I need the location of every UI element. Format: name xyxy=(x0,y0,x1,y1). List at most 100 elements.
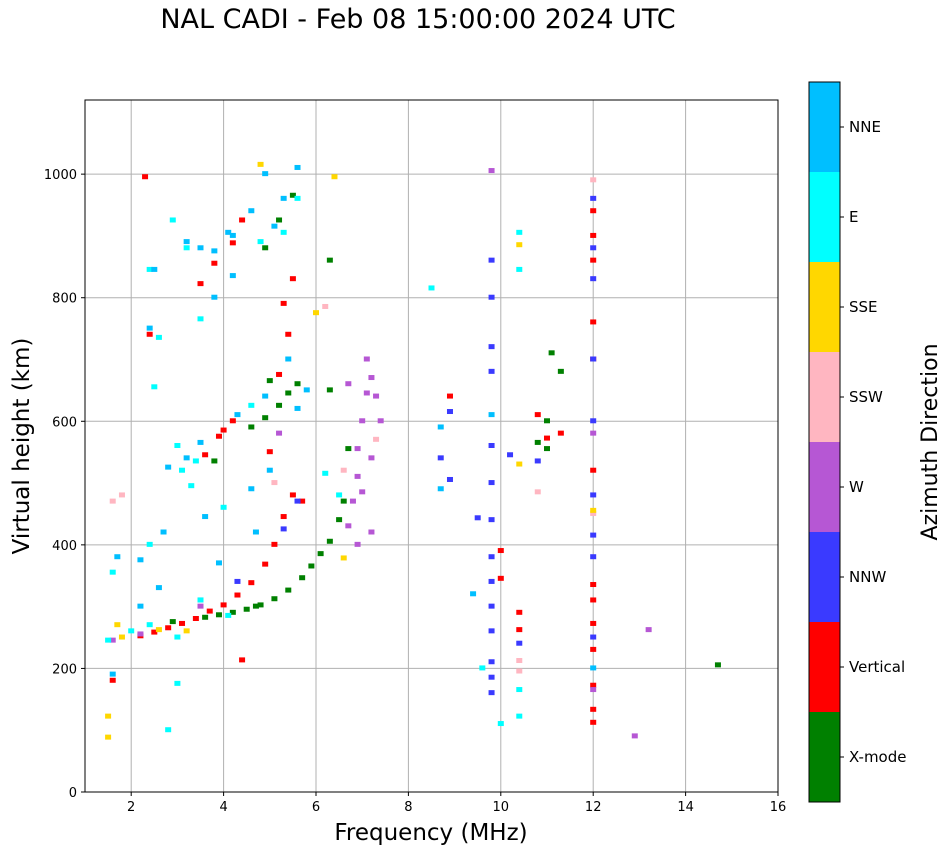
data-point-ssw xyxy=(534,489,541,495)
data-point-e xyxy=(479,665,486,671)
data-point-vertical xyxy=(446,393,453,399)
y-axis-ticks: 0 200 400 600 800 1000 xyxy=(44,168,85,801)
data-point-vertical xyxy=(497,548,504,554)
data-point-nne xyxy=(183,239,190,245)
data-point-vertical xyxy=(590,232,597,238)
data-point-x-mode xyxy=(544,418,550,424)
data-point-e xyxy=(225,612,232,618)
data-point-nne xyxy=(280,195,287,201)
data-point-e xyxy=(220,504,227,510)
data-point-sse xyxy=(516,242,523,248)
data-point-w xyxy=(354,446,361,452)
data-point-e xyxy=(280,229,287,235)
data-point-x-mode xyxy=(266,378,273,384)
data-point-nne xyxy=(262,171,269,177)
data-point-nnw xyxy=(488,257,495,263)
data-point-nne xyxy=(197,439,204,445)
data-point-x-mode xyxy=(252,603,259,609)
data-point-nne xyxy=(590,665,597,671)
data-point-nne xyxy=(202,514,209,520)
data-point-nne xyxy=(151,266,158,272)
colorbar-swatch xyxy=(809,262,840,352)
data-point-x-mode xyxy=(271,596,278,602)
colorbar-swatch xyxy=(809,352,840,442)
data-point-w xyxy=(354,473,361,479)
data-point-vertical xyxy=(497,575,504,581)
data-point-e xyxy=(248,402,255,408)
data-point-e xyxy=(146,622,153,628)
data-point-x-mode xyxy=(714,662,721,668)
data-point-nnw xyxy=(590,195,597,201)
data-point-vertical xyxy=(248,580,255,586)
data-point-nne xyxy=(211,294,218,300)
data-point-w xyxy=(377,418,384,424)
data-point-vertical xyxy=(229,240,236,246)
data-point-sse xyxy=(118,634,125,640)
data-point-vertical xyxy=(234,592,241,598)
x-tick-label: 10 xyxy=(493,800,510,815)
data-point-vertical xyxy=(534,412,541,418)
data-point-nnw xyxy=(446,409,453,415)
data-point-vertical xyxy=(590,706,597,712)
y-tick-label: 1000 xyxy=(44,168,77,183)
data-point-vertical xyxy=(220,427,227,433)
data-point-w xyxy=(359,489,366,495)
data-point-vertical xyxy=(276,371,283,377)
data-point-nne xyxy=(197,245,204,251)
data-point-sse xyxy=(331,174,338,180)
data-point-x-mode xyxy=(299,575,306,581)
data-point-nnw xyxy=(507,452,514,458)
data-point-sse xyxy=(105,734,112,740)
data-point-nne xyxy=(262,393,269,399)
data-point-nnw xyxy=(590,356,597,362)
y-axis-label: Virtual height (km) xyxy=(9,338,35,555)
data-point-x-mode xyxy=(243,606,250,612)
data-point-vertical xyxy=(280,300,287,306)
data-point-sse xyxy=(155,627,162,633)
data-point-vertical xyxy=(590,319,597,325)
data-point-vertical xyxy=(544,435,550,441)
data-point-x-mode xyxy=(248,424,255,430)
data-point-nne xyxy=(303,387,310,393)
x-axis-ticks: 2 4 6 8 10 12 14 16 xyxy=(127,792,786,815)
data-point-x-mode xyxy=(326,387,333,393)
data-point-nne xyxy=(294,405,301,411)
data-point-nnw xyxy=(488,344,495,350)
data-point-w xyxy=(363,390,370,396)
x-tick-label: 12 xyxy=(585,800,602,815)
data-point-ssw xyxy=(340,467,347,473)
data-point-ssw xyxy=(118,492,125,498)
data-point-x-mode xyxy=(276,217,283,223)
data-point-vertical xyxy=(179,620,186,626)
x-axis-label: Frequency (MHz) xyxy=(334,820,527,846)
data-point-e xyxy=(257,239,264,245)
data-point-x-mode xyxy=(326,257,333,263)
colorbar-tick-label: Vertical xyxy=(849,658,905,676)
data-point-nnw xyxy=(488,517,495,523)
colorbar: X-mode Vertical NNW W SSW SSE E NNE xyxy=(808,81,906,803)
data-point-vertical xyxy=(262,561,269,567)
data-point-sse xyxy=(340,555,347,561)
data-point-vertical xyxy=(590,582,597,588)
data-point-nne xyxy=(137,557,144,563)
colorbar-swatch xyxy=(809,82,840,172)
plot-frame xyxy=(84,99,779,793)
data-point-nne xyxy=(215,560,222,566)
data-point-nnw xyxy=(590,634,597,640)
data-point-nnw xyxy=(294,498,301,504)
data-point-e xyxy=(155,334,162,340)
data-point-nnw xyxy=(280,526,287,532)
data-point-vertical xyxy=(211,260,218,266)
data-point-nne xyxy=(252,529,259,535)
data-point-w xyxy=(373,393,380,399)
data-point-e xyxy=(174,634,181,640)
colorbar-tick-label: E xyxy=(849,208,858,226)
data-point-nnw xyxy=(590,245,597,251)
data-point-nne xyxy=(248,486,255,492)
colorbar-swatch xyxy=(809,172,840,262)
data-point-vertical xyxy=(590,208,597,214)
data-point-vertical xyxy=(590,682,597,688)
data-point-vertical xyxy=(280,514,287,520)
x-tick-label: 16 xyxy=(770,800,787,815)
data-point-nne xyxy=(248,208,255,214)
